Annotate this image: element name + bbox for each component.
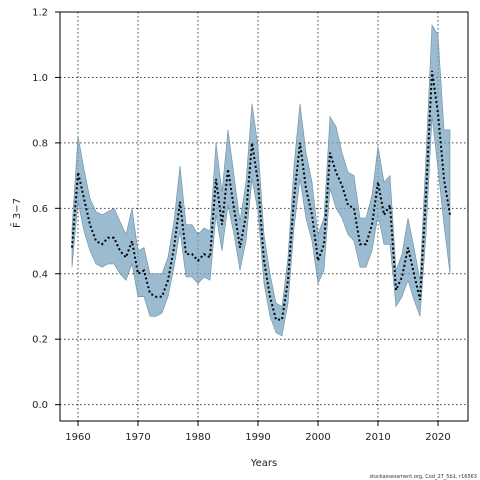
x-tick-label: 2010 bbox=[365, 432, 390, 443]
y-tick-label: 1.2 bbox=[32, 8, 48, 19]
y-tick-label: 1.0 bbox=[32, 73, 48, 84]
y-tick-label: 0.2 bbox=[32, 335, 48, 346]
x-tick-label: 1970 bbox=[125, 432, 150, 443]
y-tick-label: 0.4 bbox=[32, 269, 48, 280]
y-axis: 0.0 0.2 0.4 0.6 0.8 1.0 1.2 bbox=[32, 8, 60, 411]
x-tick-label: 2000 bbox=[305, 432, 330, 443]
y-tick-label: 0.8 bbox=[32, 138, 48, 149]
x-tick-label: 1980 bbox=[185, 432, 210, 443]
x-axis: 1960 1970 1980 1990 2000 2010 2020 bbox=[65, 421, 451, 443]
x-tick-label: 1960 bbox=[65, 432, 90, 443]
x-axis-label: Years bbox=[250, 458, 277, 469]
confidence-band bbox=[71, 24, 451, 337]
y-tick-label: 0.6 bbox=[32, 204, 48, 215]
plot-frame bbox=[59, 11, 469, 422]
x-tick-label: 2020 bbox=[425, 432, 450, 443]
y-tick-label: 0.0 bbox=[32, 400, 48, 411]
x-tick-label: 1990 bbox=[245, 432, 270, 443]
y-axis-label: F̄ 3−7 bbox=[10, 198, 23, 228]
footer-credit: stockassessment.org, Cod_27_5b1, r16563 bbox=[369, 474, 477, 480]
estimate-line bbox=[71, 70, 451, 321]
